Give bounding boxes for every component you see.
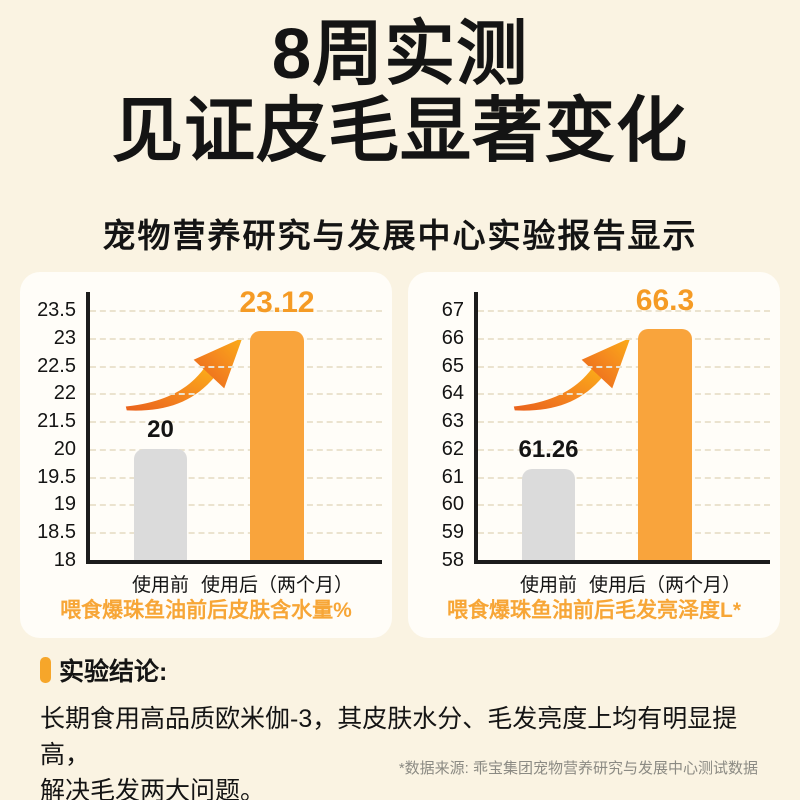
gridline	[90, 532, 382, 535]
data-source-footnote: *数据来源: 乖宝集团宠物营养研究与发展中心测试数据	[398, 760, 758, 777]
conclusion-body: 长期食用高品质欧米伽-3，其皮肤水分、毛发亮度上均有明显提高， 解决毛发两大问题…	[40, 705, 738, 800]
chart-caption: 喂食爆珠鱼油前后皮肤含水量%	[60, 599, 352, 622]
gridline	[478, 365, 770, 368]
gridline	[478, 504, 770, 507]
charts-row: 23.5 23 22.5 22 21.5 20 19.5 19 18.5 18 20 使用前 23.12…	[20, 272, 780, 638]
conclusion-heading: 实验结论:	[59, 658, 168, 686]
y-tick-label: 61	[441, 465, 464, 488]
bar-after	[250, 331, 304, 560]
bar-before	[522, 469, 575, 560]
y-tick-label: 20	[53, 437, 76, 460]
gridline	[90, 448, 382, 451]
chart-caption: 喂食爆珠鱼油前后毛发亮泽度L*	[447, 599, 741, 622]
gridline	[90, 421, 382, 424]
category-label: 使用后（两个月）	[200, 575, 354, 596]
y-tick-label: 19	[53, 493, 76, 516]
y-tick-label: 60	[441, 493, 464, 516]
growth-arrow-icon	[513, 337, 631, 411]
y-tick-label: 67	[441, 299, 464, 321]
plot-area: 23.5 23 22.5 22 21.5 20 19.5 19 18.5 18 20 使用前 23.12…	[37, 286, 382, 596]
y-axis	[86, 292, 90, 564]
y-tick-label: 58	[441, 549, 464, 571]
y-tick-label: 18.5	[37, 521, 76, 544]
gridline	[478, 476, 770, 479]
page-title-line2: 见证皮毛显著变化	[111, 92, 688, 171]
page-title-line1: 8周实测	[271, 15, 529, 94]
bar-after	[638, 329, 692, 560]
gridline	[478, 532, 770, 535]
bar-value-label: 61.26	[518, 436, 579, 464]
y-tick-label: 22.5	[37, 354, 76, 377]
gridline	[478, 337, 770, 340]
category-label: 使用前	[519, 575, 578, 596]
y-tick-label: 23.5	[37, 299, 76, 321]
accent-marker	[40, 657, 51, 683]
gridline	[90, 504, 382, 507]
chart-panel-skin-moisture: 23.5 23 22.5 22 21.5 20 19.5 19 18.5 18 20 使用前 23.12…	[20, 272, 392, 638]
category-label: 使用后（两个月）	[588, 575, 742, 596]
y-tick-label: 62	[441, 437, 464, 460]
gridline	[90, 365, 382, 368]
y-tick-label: 65	[441, 354, 464, 377]
gridline	[90, 476, 382, 479]
conclusion-section: 实验结论: 长期食用高品质欧米伽-3，其皮肤水分、毛发亮度上均有明显提高， 解决…	[40, 652, 766, 800]
bar-value-label: 20	[147, 415, 174, 443]
y-tick-label: 59	[441, 521, 464, 544]
y-tick-label: 18	[53, 549, 76, 571]
gridline	[478, 421, 770, 424]
y-axis	[474, 292, 478, 564]
subtitle: 宠物营养研究与发展中心实验报告显示	[102, 217, 698, 254]
gridline	[90, 310, 382, 312]
y-tick-label: 66	[441, 326, 464, 349]
y-tick-label: 19.5	[37, 465, 76, 488]
y-tick-label: 22	[53, 382, 76, 405]
x-axis	[474, 560, 770, 564]
growth-arrow-icon	[125, 337, 243, 411]
y-tick-label: 64	[441, 382, 464, 405]
bar-before	[134, 448, 187, 560]
y-tick-label: 23	[53, 326, 76, 349]
y-tick-label: 21.5	[37, 410, 76, 433]
bar-value-label: 66.3	[635, 284, 695, 318]
bar-value-label: 23.12	[239, 286, 315, 320]
gridline	[478, 393, 770, 396]
category-label: 使用前	[131, 575, 190, 596]
chart-panel-coat-gloss: 67 66 65 64 63 62 61 60 59 58 61.26 使用前 66.3 使用后（两个月）…	[408, 272, 780, 638]
plot-area: 67 66 65 64 63 62 61 60 59 58 61.26 使用前 66.3 使用后（两个月）	[442, 284, 770, 596]
conclusion-header: 实验结论:	[40, 652, 766, 688]
y-tick-label: 63	[441, 410, 464, 433]
gridline	[478, 310, 770, 312]
gridline	[478, 448, 770, 451]
gridline	[90, 393, 382, 396]
x-axis	[86, 560, 382, 564]
page-title: 8周实测 见证皮毛显著变化	[0, 16, 800, 170]
gridline	[90, 337, 382, 340]
